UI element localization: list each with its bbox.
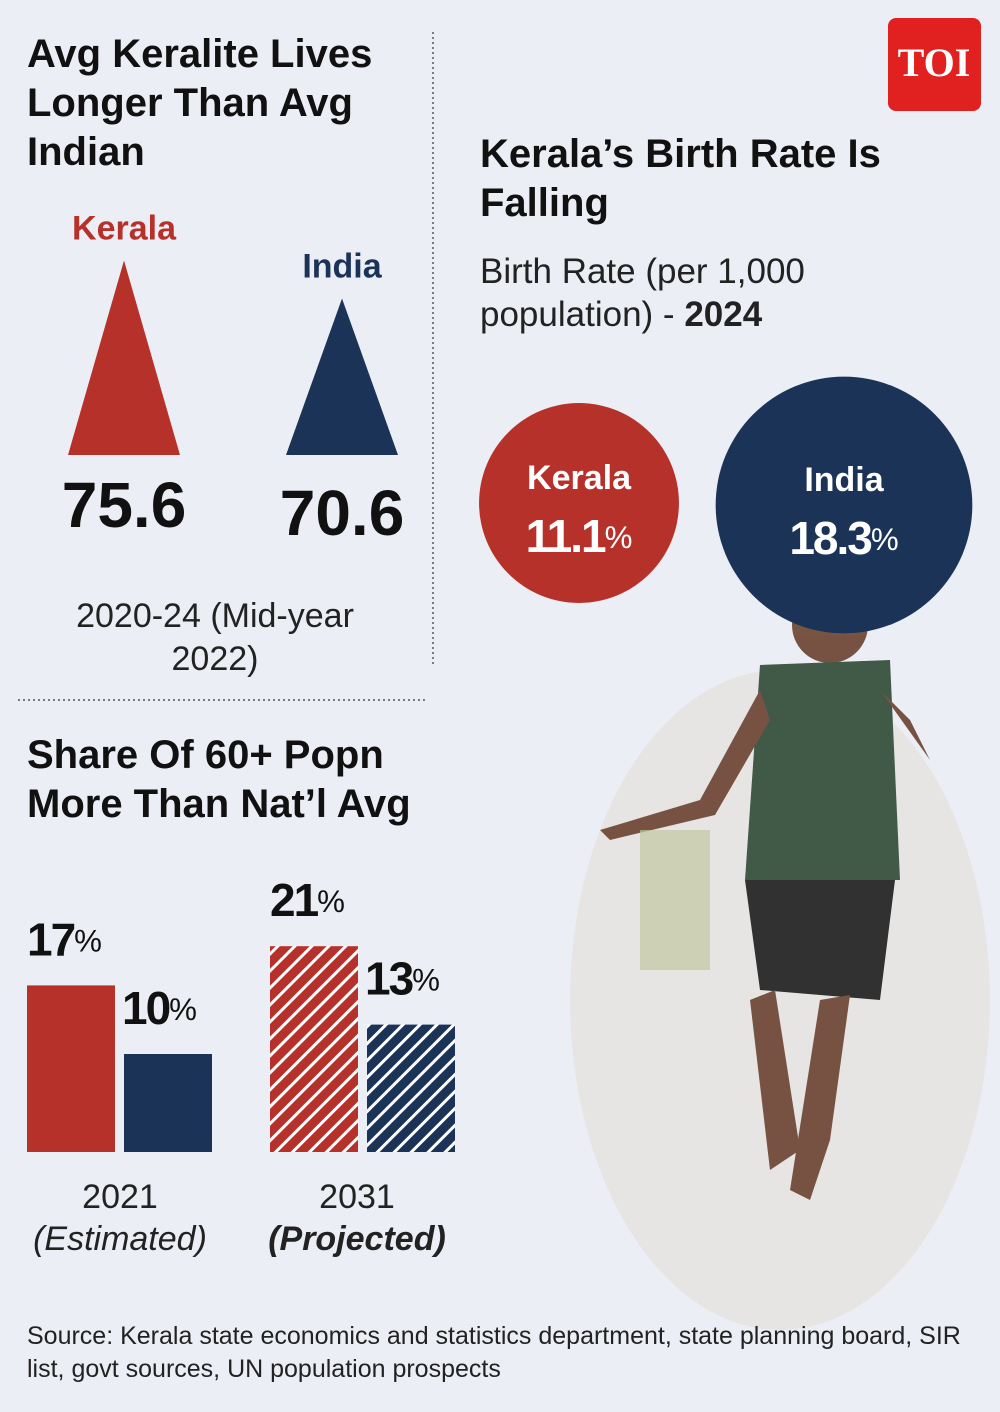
logo-box: [888, 18, 981, 111]
category-note: (Estimated): [33, 1220, 207, 1258]
bar: [124, 1054, 212, 1152]
unit: %: [317, 884, 345, 919]
unit: %: [605, 520, 633, 555]
subtitle: Birth Rate (per 1,000 population) - 2024: [480, 250, 880, 336]
unit: %: [169, 992, 197, 1027]
value: 13: [365, 953, 413, 1005]
category-label: Kerala: [527, 459, 632, 497]
category-label: India: [302, 247, 382, 285]
x-tick-label: 2031: [319, 1178, 395, 1216]
value-label: 10%: [122, 982, 197, 1034]
value: 17: [27, 914, 75, 966]
bar: [27, 985, 115, 1152]
bar: [270, 946, 358, 1152]
value-label: 17%: [27, 914, 102, 966]
value-label: 18.3%: [789, 512, 898, 564]
chart-title: Avg Keralite Lives Longer Than Avg India…: [27, 32, 373, 174]
chart-title: Kerala’s Birth Rate Is Falling: [480, 132, 881, 225]
value-label: 75.6: [62, 469, 187, 541]
logo: TOI: [898, 40, 971, 85]
subtitle-text: Birth Rate (per 1,000 population) -: [480, 252, 805, 334]
category-label: India: [804, 461, 884, 499]
value: 18.3: [789, 512, 871, 564]
value: 11.1: [526, 510, 606, 562]
value: 21: [270, 874, 319, 926]
chart-title: Share Of 60+ Popn More Than Nat’l Avg: [27, 733, 411, 826]
category-label: Kerala: [72, 209, 177, 247]
value-label: 21%: [270, 874, 345, 926]
unit: %: [871, 522, 899, 557]
category-note: (Projected): [268, 1220, 446, 1258]
bubble: [715, 376, 973, 634]
period-note: 2020-24 (Mid-year 2022): [76, 597, 354, 678]
bubble: [479, 403, 679, 603]
photo: [570, 587, 990, 1330]
subtitle-year: 2024: [684, 295, 763, 334]
x-tick-label: 2021: [82, 1178, 158, 1216]
source: Source: Kerala state economics and stati…: [27, 1322, 961, 1383]
triangle: [68, 260, 180, 455]
value-label: 11.1%: [526, 510, 633, 562]
unit: %: [412, 963, 440, 998]
value-label: 70.6: [280, 477, 405, 549]
unit: %: [74, 924, 102, 959]
value: 10: [122, 982, 170, 1034]
value-label: 13%: [365, 953, 440, 1005]
bar: [367, 1024, 455, 1152]
triangle: [286, 298, 398, 455]
